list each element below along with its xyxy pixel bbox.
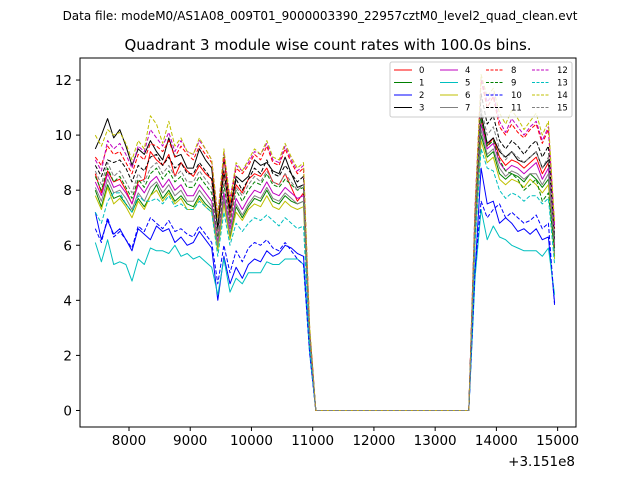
x-tick-label: 8000 <box>112 433 146 449</box>
x-tick-label: 13000 <box>414 433 457 449</box>
y-tick-label: 8 <box>63 183 72 199</box>
y-tick-label: 12 <box>55 73 72 89</box>
legend-label-14: 14 <box>557 91 568 101</box>
series-line-5 <box>94 209 556 411</box>
y-tick-label: 4 <box>63 293 72 309</box>
chart-title: Quadrant 3 module wise count rates with … <box>124 36 531 54</box>
axes: 8000 9000 10000 11000 12000 13000 14000 15000 0 2… <box>55 57 579 449</box>
x-offset-label: +3.151e8 <box>508 454 575 470</box>
legend-label-7: 7 <box>465 104 470 114</box>
y-tick-label: 2 <box>63 348 72 364</box>
legend-label-1: 1 <box>419 79 424 89</box>
x-tick-label: 15000 <box>536 433 579 449</box>
x-tick-label: 10000 <box>230 433 273 449</box>
x-tick-label: 9000 <box>173 433 207 449</box>
legend-label-10: 10 <box>511 91 522 101</box>
x-tick-label: 11000 <box>291 433 334 449</box>
legend-label-9: 9 <box>511 79 516 89</box>
legend-label-12: 12 <box>557 66 568 76</box>
legend-label-6: 6 <box>465 91 470 101</box>
legend-label-8: 8 <box>511 66 516 76</box>
series-line-13 <box>94 148 556 411</box>
y-tick-label: 10 <box>55 128 72 144</box>
legend-label-2: 2 <box>419 91 424 101</box>
legend-label-13: 13 <box>557 79 568 89</box>
y-tick-label: 0 <box>63 403 72 419</box>
series-line-2 <box>94 167 556 411</box>
plot-area <box>94 74 556 411</box>
series-line-4 <box>94 123 556 411</box>
legend-label-3: 3 <box>419 104 424 114</box>
legend-box <box>389 61 573 118</box>
x-tick-label: 14000 <box>475 433 518 449</box>
series-line-14 <box>94 74 556 411</box>
legend-label-15: 15 <box>557 104 568 114</box>
legend-label-0: 0 <box>419 66 424 76</box>
series-line-7 <box>94 129 556 411</box>
series-line-15 <box>94 107 556 411</box>
legend-label-4: 4 <box>465 66 470 76</box>
axes-frame <box>79 57 577 428</box>
data-file-suptitle: Data file: modeM0/AS1A08_009T01_90000033… <box>63 9 578 23</box>
x-tick-label: 12000 <box>352 433 395 449</box>
series-line-6 <box>94 140 556 411</box>
y-tick-label: 6 <box>63 238 72 254</box>
legend-label-5: 5 <box>465 79 470 89</box>
legend-label-11: 11 <box>511 104 522 114</box>
series-line-12 <box>94 76 556 411</box>
